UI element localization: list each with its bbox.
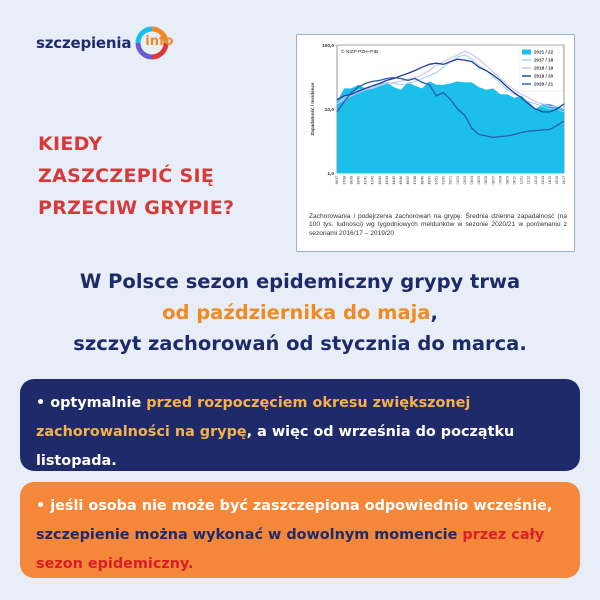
- legend-label: 2017 / 18: [534, 58, 554, 63]
- x-tick-label: 14/15: [548, 176, 552, 185]
- x-tick-label: 05/06: [484, 176, 488, 185]
- x-tick-label: 08/09: [505, 176, 509, 185]
- legend-label: 2019 / 20: [534, 74, 554, 79]
- x-tick-label: 37/38: [342, 176, 346, 185]
- x-tick-label: 13/14: [541, 176, 545, 185]
- logo-ring-icon: info: [135, 26, 174, 60]
- late-vaccination-box: • jeśli osoba nie może być zaszczepiona …: [20, 482, 580, 578]
- optimal-timing-prefix: • optymalnie: [36, 395, 147, 411]
- x-tick-label: 07/08: [498, 176, 502, 185]
- logo[interactable]: szczepienia info: [36, 26, 174, 60]
- headline-line: KIEDY: [38, 133, 103, 155]
- legend-label: 2018 / 19: [534, 66, 554, 71]
- x-tick-label: 47/48: [413, 176, 417, 185]
- x-tick-label: 50/51: [435, 176, 439, 185]
- x-tick-label: 46/47: [406, 176, 410, 185]
- x-tick-label: 10/11: [520, 176, 524, 184]
- optimal-timing-box: • optymalnie przed rozpoczęciem okresu z…: [20, 379, 580, 471]
- legend-label: 2020 / 21: [534, 82, 554, 87]
- late-vaccination-highlight: szczepienie można wykonać w dowolnym mom…: [36, 527, 458, 543]
- x-tick-label: 01/02: [456, 176, 460, 185]
- x-tick-label: 38/39: [349, 176, 353, 185]
- season-wide-highlight: przez cały sezon epidemiczny.: [36, 527, 545, 572]
- x-tick-label: 16/17: [562, 176, 566, 185]
- legend-swatch: [522, 49, 531, 55]
- headline-line: PRZECIW GRYPIE?: [38, 197, 235, 219]
- series-line-2018/19: [336, 50, 565, 110]
- x-tick-label: 02/03: [463, 176, 467, 185]
- chart-caption: Zachorowania i podejrzenia zachorowań na…: [309, 213, 567, 237]
- chart-card: 1,0 10,0 100,0 Zapadalność / Incidence 36/37…: [296, 34, 575, 252]
- statement-line-3: szczyt zachorowań od stycznia do marca.: [73, 332, 527, 355]
- logo-text: szczepienia: [36, 34, 132, 52]
- x-tick-label: 41/42: [371, 176, 375, 185]
- season-statement: W Polsce sezon epidemiczny grypy trwa od…: [0, 266, 600, 359]
- x-tick-label: 44/45: [392, 176, 396, 185]
- x-tick-label: 06/07: [491, 176, 495, 185]
- x-tick-label: 43/44: [385, 176, 389, 185]
- x-tick-label: 40/41: [364, 176, 368, 185]
- x-tick-label: 39/40: [357, 176, 361, 185]
- x-tick-label: 04/05: [477, 176, 481, 185]
- statement-comma: ,: [430, 301, 438, 324]
- series-line-2020/21: [336, 76, 565, 139]
- x-tick-label: 12/13: [534, 176, 538, 185]
- x-tick-label: 49/50: [427, 176, 431, 185]
- x-tick-label: 42/43: [378, 176, 382, 185]
- headline-line: ZASZCZEPIĆ SIĘ: [38, 165, 215, 187]
- series-line-2019/20: [336, 58, 565, 113]
- statement-line-1: W Polsce sezon epidemiczny grypy trwa: [79, 270, 521, 293]
- season-range-highlight: od października do maja: [162, 301, 431, 324]
- source-note: © NIZP PZH–PIB: [341, 48, 378, 55]
- x-tick-label: 03/04: [470, 176, 474, 185]
- x-tick-label: 51/52: [442, 176, 446, 185]
- headline: KIEDY ZASZCZEPIĆ SIĘ PRZECIW GRYPIE?: [38, 128, 278, 224]
- x-tick-label: 09/10: [513, 176, 517, 185]
- logo-suffix: info: [145, 34, 174, 49]
- optimal-timing-suffix: , a więc od września do początku listopa…: [36, 424, 515, 469]
- x-tick-label: 36/37: [335, 176, 339, 185]
- y-tick-label: 1,0: [327, 171, 334, 177]
- influenza-chart: 1,0 10,0 100,0 Zapadalność / Incidence 36/37…: [310, 43, 566, 185]
- x-tick-label: 11/12: [527, 176, 531, 184]
- late-vaccination-prefix: • jeśli osoba nie może być zaszczepiona …: [36, 498, 553, 514]
- optimal-timing-highlight: przed rozpoczęciem okresu zwiększonej za…: [36, 395, 471, 440]
- statement-line-2: od października do maja,: [0, 297, 600, 328]
- y-tick-label: 10,0: [325, 107, 335, 113]
- legend-label: 2021 / 22: [534, 50, 554, 55]
- x-tick-label: 52/01: [449, 176, 453, 185]
- x-tick-label: 45/46: [399, 176, 403, 185]
- y-tick-label: 100,0: [322, 43, 334, 49]
- x-tick-label: 15/16: [555, 176, 559, 185]
- y-axis-label: Zapadalność / Incidence: [310, 82, 315, 136]
- series-area-2021-22: [337, 81, 564, 173]
- x-tick-label: 48/49: [420, 176, 424, 185]
